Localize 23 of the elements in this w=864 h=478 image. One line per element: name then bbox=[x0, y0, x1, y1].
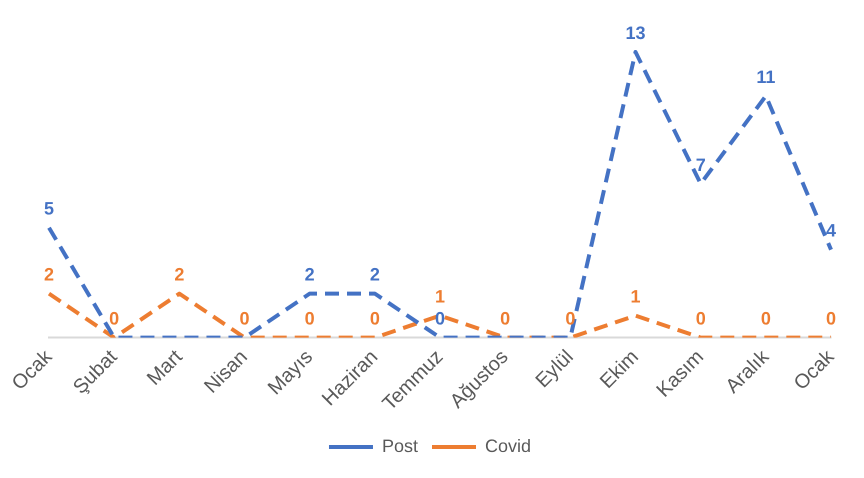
data-label: 0 bbox=[760, 308, 771, 329]
data-label: 2 bbox=[44, 264, 54, 285]
data-label: 0 bbox=[304, 308, 315, 329]
data-label: 7 bbox=[696, 154, 706, 175]
data-label: 0 bbox=[565, 308, 576, 329]
data-label: 1 bbox=[630, 286, 641, 307]
data-label: 4 bbox=[826, 220, 836, 241]
legend-label: Covid bbox=[485, 436, 532, 456]
data-label: 0 bbox=[500, 308, 510, 329]
data-label: 2 bbox=[174, 264, 184, 285]
data-label: 0 bbox=[696, 308, 706, 329]
data-label: 0 bbox=[826, 308, 836, 329]
data-label: 0 bbox=[240, 308, 250, 329]
data-label: 2 bbox=[304, 264, 315, 285]
data-label: 1 bbox=[435, 286, 446, 307]
data-label: 0 bbox=[435, 308, 446, 329]
data-label: 0 bbox=[109, 308, 120, 329]
data-label: 11 bbox=[756, 66, 776, 87]
legend-label: Post bbox=[382, 436, 418, 456]
data-label: 2 bbox=[370, 264, 380, 285]
data-label: 13 bbox=[626, 22, 646, 43]
data-label: 0 bbox=[370, 308, 380, 329]
data-label: 5 bbox=[44, 198, 54, 219]
